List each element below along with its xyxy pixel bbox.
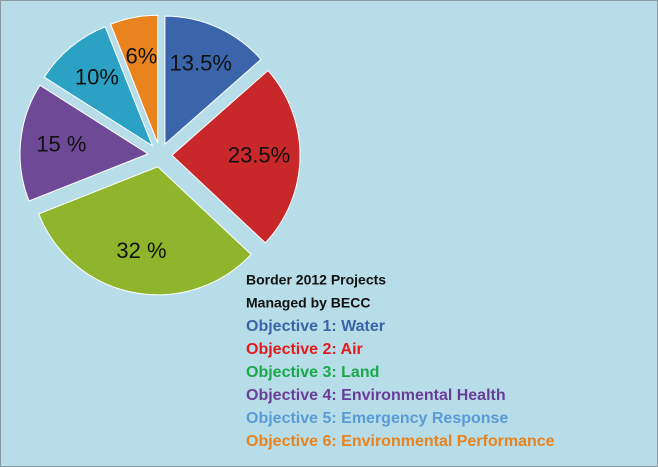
pie-slice bbox=[164, 15, 262, 146]
pie-slice bbox=[19, 84, 150, 202]
pie-slice bbox=[171, 69, 301, 244]
legend-title: Border 2012 Projects bbox=[246, 272, 386, 288]
legend-item: Objective 1: Water bbox=[246, 318, 385, 335]
slice-label: 6% bbox=[126, 44, 158, 69]
pie-slice bbox=[43, 26, 154, 148]
slice-label: 23.5% bbox=[228, 142, 290, 167]
legend-title: Managed by BECC bbox=[246, 295, 370, 311]
legend-item: Objective 4: Environmental Health bbox=[246, 387, 506, 404]
slice-label: 10% bbox=[75, 65, 119, 90]
slice-label: 32 % bbox=[116, 238, 166, 263]
legend-item: Objective 2: Air bbox=[246, 341, 363, 358]
legend-item: Objective 3: Land bbox=[246, 364, 379, 381]
pie-slice bbox=[38, 166, 252, 296]
pie-slice bbox=[109, 14, 159, 144]
slice-label: 13.5% bbox=[170, 51, 232, 76]
legend-item: Objective 6: Environmental Performance bbox=[246, 433, 555, 450]
legend-item: Objective 5: Emergency Response bbox=[246, 410, 508, 427]
slice-label: 15 % bbox=[36, 131, 86, 156]
